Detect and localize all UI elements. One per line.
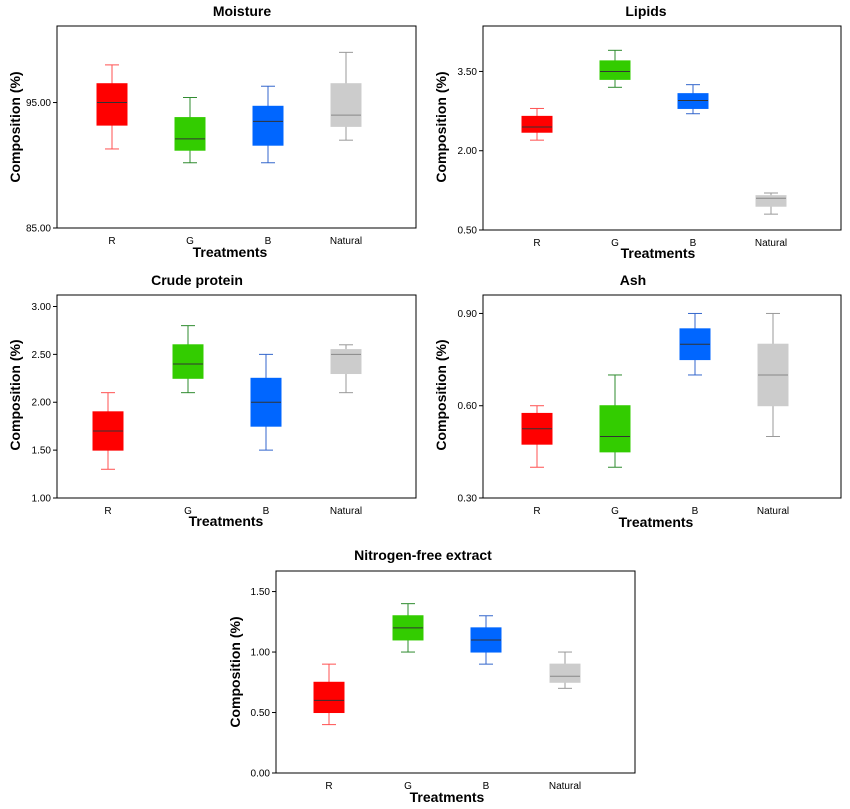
chart-crude-protein: Crude protein 1.00 1.50 2.00 2.50 3.00 R G B Nat… [0,268,420,536]
box-b [677,93,709,109]
box-plot-marks: 0.30 0.60 0.90 R G B Natural [458,309,790,517]
chart-title: Crude protein [151,272,243,288]
y-tick-label: 0.90 [458,309,478,320]
box-r [521,115,553,133]
y-axis-label: Composition (%) [433,71,449,182]
box-g [599,60,631,80]
x-tick-label: G [186,236,194,247]
x-tick-label: R [108,236,115,247]
box-r [96,83,128,126]
plot-frame [275,570,636,774]
chart-title: Nitrogen-free extract [354,547,492,563]
box-plot-marks: 0.50 2.00 3.50 R G B Natural [458,49,787,249]
chart-nitrogen-free-extract: Nitrogen-free extract 0.00 0.50 1.00 1.50 R G… [220,536,640,809]
y-tick-label: 0.50 [251,708,271,719]
x-tick-label: B [483,781,490,792]
y-tick-label: 3.00 [32,302,52,313]
box-r [313,681,345,714]
y-tick-label: 2.00 [458,146,478,157]
y-axis-label: Composition (%) [433,339,449,450]
box-b [252,105,284,146]
x-tick-label: R [533,506,540,517]
x-tick-label: Natural [755,238,787,249]
x-tick-label: G [404,781,412,792]
x-tick-label: Natural [330,506,362,517]
box-g [599,405,631,453]
y-tick-label: 85.00 [26,224,51,235]
box-plot-marks: 1.00 1.50 2.00 2.50 3.00 R G B Natural [32,302,363,517]
x-tick-label: Natural [330,236,362,247]
chart-ash-svg: Ash 0.30 0.60 0.90 R G B Natural Treatments Co… [433,272,842,530]
plot-frame [482,25,842,231]
y-tick-label: 3.50 [458,67,478,78]
chart-title: Lipids [625,3,666,19]
y-tick-label: 1.00 [32,494,52,505]
box-plot-marks: 85.00 95.00 R G B Natural [26,51,362,247]
chart-title: Moisture [213,3,272,19]
y-tick-label: 95.00 [26,98,51,109]
y-tick-label: 1.50 [32,446,52,457]
box-natural [549,663,581,683]
plot-frame [56,25,417,229]
y-tick-label: 0.00 [251,769,271,780]
x-tick-label: B [692,506,699,517]
chart-nitrogen-free-extract-svg: Nitrogen-free extract 0.00 0.50 1.00 1.50 R G… [227,547,636,805]
y-tick-label: 0.60 [458,401,478,412]
y-axis-label: Composition (%) [227,616,243,727]
y-tick-label: 2.00 [32,398,52,409]
x-tick-label: G [184,506,192,517]
x-tick-label: G [611,238,619,249]
chart-ash: Ash 0.30 0.60 0.90 R G B Natural Treatments Co… [425,268,850,536]
box-natural [330,83,362,127]
x-axis-label: Treatments [619,514,694,530]
x-axis-label: Treatments [193,244,268,260]
box-plot-marks: 0.00 0.50 1.00 1.50 R G B Natural [251,587,582,792]
y-tick-label: 2.50 [32,350,52,361]
box-g [172,344,204,379]
box-natural [755,195,787,207]
y-tick-label: 1.00 [251,648,271,659]
chart-lipids: Lipids 0.50 2.00 3.50 R G B Natural Treatments… [425,0,850,268]
x-tick-label: B [263,506,270,517]
chart-title: Ash [620,272,646,288]
chart-moisture-svg: Moisture 85.00 95.00 R G B Natural Treatments… [7,3,417,260]
x-tick-label: R [104,506,111,517]
box-g [174,117,206,151]
y-tick-label: 0.30 [458,494,478,505]
y-tick-label: 0.50 [458,226,478,237]
y-axis-label: Composition (%) [7,339,23,450]
x-tick-label: Natural [757,506,789,517]
chart-moisture: Moisture 85.00 95.00 R G B Natural Treatments… [0,0,420,268]
y-axis-label: Composition (%) [7,71,23,182]
x-tick-label: R [533,238,540,249]
chart-lipids-svg: Lipids 0.50 2.00 3.50 R G B Natural Treatments… [433,3,842,261]
x-axis-label: Treatments [621,245,696,261]
x-tick-label: R [325,781,332,792]
x-tick-label: Natural [549,781,581,792]
box-natural [330,349,362,375]
plot-frame [56,294,417,499]
x-tick-label: B [690,238,697,249]
x-axis-label: Treatments [189,513,264,529]
x-tick-label: B [265,236,272,247]
x-tick-label: G [611,506,619,517]
y-tick-label: 1.50 [251,587,271,598]
chart-crude-protein-svg: Crude protein 1.00 1.50 2.00 2.50 3.00 R G B Nat… [7,272,417,529]
x-axis-label: Treatments [410,789,485,805]
plot-frame [482,294,842,499]
